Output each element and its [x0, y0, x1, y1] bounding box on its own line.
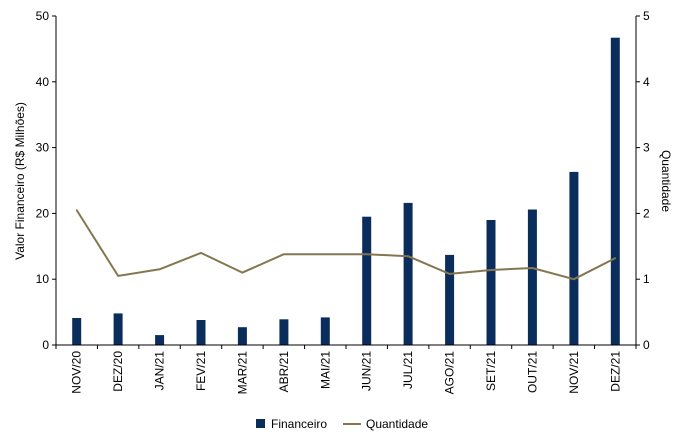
bar-fev-21: [196, 320, 206, 345]
right-tick-label: 4: [643, 75, 650, 89]
x-tick-label: JUN/21: [360, 351, 374, 391]
x-tick-label: NOV/20: [70, 351, 84, 394]
x-tick-label: MAI/21: [318, 351, 332, 389]
x-tick-label: FEV/21: [194, 351, 208, 391]
quantidade-point-mai-21: [324, 253, 327, 255]
financeiro-bars: [72, 37, 620, 345]
quantidade-point-dez-20: [117, 275, 119, 277]
quantidade-point-jul-21: [407, 255, 409, 257]
bar-set-21: [486, 220, 496, 345]
x-tick-label: OUT/21: [525, 351, 539, 393]
right-axis-title: Quantidade: [659, 150, 673, 212]
left-tick-label: 10: [36, 272, 50, 286]
legend-quantidade-label: Quantidade: [366, 417, 428, 431]
left-tick-label: 50: [36, 9, 50, 23]
x-tick-label: NOV/21: [567, 351, 581, 394]
quantidade-point-jan-21: [158, 268, 161, 271]
x-tick-label: SET/21: [484, 351, 498, 391]
quantidade-point-mar-21: [241, 271, 244, 274]
bar-out-21: [527, 209, 537, 345]
bar-dez-21: [610, 37, 620, 345]
right-axis-ticks: 0 1 2 3 4 5: [636, 9, 650, 352]
bar-jan-21: [155, 335, 165, 345]
left-tick-label: 30: [36, 141, 50, 155]
quantidade-point-ago-21: [448, 273, 451, 275]
bar-jul-21: [403, 202, 413, 345]
x-tick-label: MAR/21: [235, 351, 249, 395]
bar-mar-21: [237, 327, 247, 345]
legend-financeiro-swatch: [256, 419, 265, 428]
x-axis-ticks: NOV/20 DEZ/20 JAN/21 FEV/21 MAR/21 ABR/21 MAI/…: [55, 345, 637, 395]
x-tick-label: AGO/21: [443, 351, 457, 395]
quantidade-point-jun-21: [365, 253, 368, 255]
legend: Financeiro Quantidade: [256, 417, 428, 431]
bar-nov-21: [569, 171, 579, 345]
bar-dez-20: [113, 313, 123, 345]
right-tick-label: 1: [643, 272, 650, 286]
bar-ago-21: [445, 254, 455, 345]
quantidade-point-abr-21: [283, 253, 285, 255]
bar-abr-21: [279, 319, 289, 345]
quantidade-point-fev-21: [200, 252, 202, 254]
x-tick-label: JUL/21: [401, 351, 415, 389]
quantidade-point-set-21: [490, 269, 492, 271]
right-tick-label: 5: [643, 9, 650, 23]
x-tick-label: DEZ/20: [111, 351, 125, 392]
quantidade-point-out-21: [531, 267, 534, 269]
left-axis-title: Valor Financeiro (R$ Milhões): [13, 102, 27, 260]
legend-financeiro-label: Financeiro: [271, 417, 327, 431]
quantidade-point-dez-21: [614, 257, 617, 259]
left-axis-ticks: 0 10 20 30 40 50: [36, 9, 56, 352]
x-tick-label: DEZ/21: [608, 351, 622, 392]
axes: [55, 16, 637, 346]
bar-jun-21: [362, 216, 372, 345]
left-tick-label: 20: [36, 206, 50, 220]
right-tick-label: 0: [643, 338, 650, 352]
bar-nov-20: [72, 318, 82, 345]
left-tick-label: 40: [36, 75, 50, 89]
quantidade-line-layer: [75, 209, 617, 281]
left-tick-label: 0: [42, 338, 49, 352]
right-tick-label: 3: [643, 141, 650, 155]
right-tick-label: 2: [643, 206, 650, 220]
quantidade-point-nov-20: [75, 209, 78, 211]
x-tick-label: ABR/21: [277, 351, 291, 393]
bar-mai-21: [320, 317, 330, 345]
quantidade-line: [75, 209, 616, 281]
quantidade-point-nov-21: [573, 278, 575, 281]
x-tick-label: JAN/21: [153, 351, 167, 391]
